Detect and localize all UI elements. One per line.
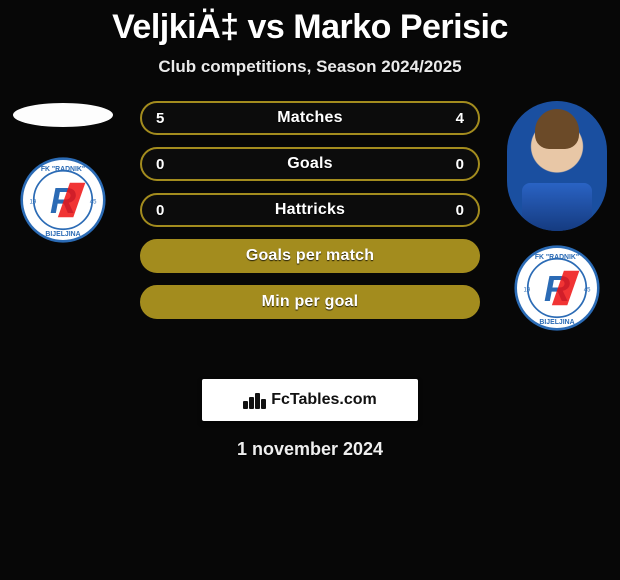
comparison-block: FK "RADNIK" BIJELJINA 19 45 R 5Matches4 0… [0,101,620,361]
stat-left-value: 5 [156,110,164,127]
stat-right-value: 4 [456,110,464,127]
stat-row: 5Matches4 [140,101,480,135]
stat-label: Min per goal [142,293,478,311]
stat-row: 0Goals0 [140,147,480,181]
club-logo-year-l: 19 [524,287,531,293]
stat-row: 0Hattricks0 [140,193,480,227]
player-left-column: FK "RADNIK" BIJELJINA 19 45 R [8,101,118,243]
stats-rows: 5Matches40Goals00Hattricks0Goals per mat… [140,101,480,331]
stat-label: Matches [142,109,478,127]
club-logo-text-bottom: BIJELJINA [539,319,574,326]
stat-left-value: 0 [156,156,164,173]
player-right-avatar [507,101,607,231]
player-left-avatar-placeholder [13,103,113,127]
club-logo-text-bottom: BIJELJINA [45,231,80,238]
subtitle: Club competitions, Season 2024/2025 [0,57,620,77]
player-right-column: FK "RADNIK" BIJELJINA 19 45 R [502,101,612,331]
brand-chart-icon [243,391,265,409]
stat-row: Goals per match [140,239,480,273]
club-logo-year-r: 45 [584,287,591,293]
brand-badge: FcTables.com [202,379,418,421]
stat-row: Min per goal [140,285,480,319]
club-logo-right: FK "RADNIK" BIJELJINA 19 45 R [509,245,605,331]
stat-right-value: 0 [456,156,464,173]
club-logo-text-top: FK "RADNIK" [535,254,579,261]
club-logo-left: FK "RADNIK" BIJELJINA 19 45 R [15,157,111,243]
club-logo-year-r: 45 [90,199,97,205]
club-logo-text-top: FK "RADNIK" [41,166,85,173]
stat-label: Goals [142,155,478,173]
page-title: VeljkiÄ‡ vs Marko Perisic [0,8,620,47]
stat-left-value: 0 [156,202,164,219]
club-logo-year-l: 19 [30,199,37,205]
brand-text: FcTables.com [271,391,377,409]
date-label: 1 november 2024 [0,439,620,460]
stat-label: Hattricks [142,201,478,219]
stat-label: Goals per match [142,247,478,265]
stat-right-value: 0 [456,202,464,219]
